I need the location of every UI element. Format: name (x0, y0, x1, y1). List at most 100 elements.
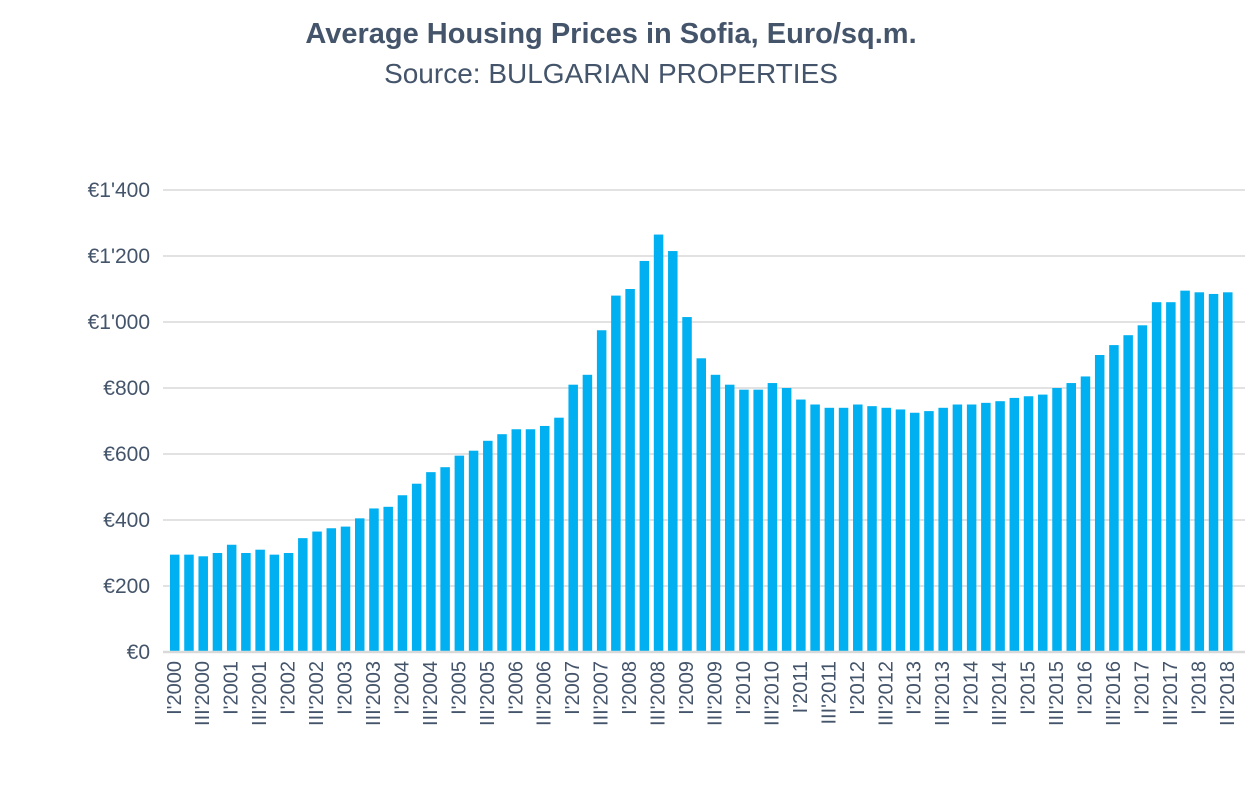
bar-II'2000 (184, 554, 194, 652)
x-axis-tick-label: III'2013 (932, 661, 954, 726)
bar-IV'2003 (383, 506, 393, 652)
bar-II'2001 (241, 553, 251, 652)
x-axis-tick-label: III'2001 (249, 661, 271, 726)
bar-IV'2007 (611, 295, 621, 652)
x-axis-tick-label: I'2006 (505, 661, 527, 715)
chart-title: Average Housing Prices in Sofia, Euro/sq… (305, 18, 917, 50)
x-axis-tick-label: III'2018 (1217, 661, 1239, 726)
bar-IV'2004 (440, 467, 450, 652)
bar-III'2009 (710, 374, 721, 652)
bar-III'2006 (539, 425, 550, 652)
y-axis-tick-label: €200 (103, 575, 150, 598)
bar-II'2003 (354, 518, 365, 652)
bar-IV'2008 (668, 251, 678, 653)
chart-subtitle: Source: BULGARIAN PROPERTIES (384, 58, 838, 89)
x-axis-tick-label: III'2002 (306, 661, 328, 726)
bar-IV'2014 (1009, 397, 1020, 652)
bar-III'2011 (824, 407, 835, 652)
bar-I'2003 (340, 526, 351, 652)
x-axis-tick-label: I'2010 (733, 661, 755, 715)
x-axis-tick-label: I'2009 (676, 661, 698, 715)
x-axis-tick-label: I'2013 (904, 661, 926, 715)
bar-III'2001 (255, 549, 265, 652)
x-axis-tick-label: III'2010 (761, 661, 783, 726)
bar-I'2004 (397, 495, 408, 652)
x-axis-tick-label: III'2015 (1046, 661, 1068, 726)
bar-II'2014 (981, 402, 991, 652)
bar-IV'2013 (952, 404, 963, 652)
bar-IV'2016 (1123, 335, 1133, 652)
x-axis-tick-label: I'2014 (961, 661, 983, 715)
x-axis-tick-label: III'2005 (477, 661, 499, 726)
bar-I'2000 (170, 554, 180, 652)
bar-II'2005 (468, 450, 479, 652)
bar-II'2012 (867, 406, 877, 652)
y-axis-tick-label: €1'200 (88, 245, 150, 268)
x-axis-tick-label: III'2004 (420, 661, 442, 726)
bar-I'2009 (682, 317, 692, 652)
bar-III'2017 (1166, 302, 1176, 652)
x-axis-tick-label: I'2012 (847, 661, 869, 715)
x-axis-tick-label: I'2016 (1074, 661, 1096, 715)
bar-IV'2009 (724, 384, 735, 652)
bar-I'2013 (909, 412, 920, 652)
bar-II'2008 (639, 260, 650, 652)
bar-III'2014 (995, 401, 1005, 652)
bar-III'2016 (1109, 345, 1119, 652)
x-axis-tick-label: I'2017 (1131, 661, 1153, 715)
x-axis-tick-label: III'2008 (648, 661, 670, 726)
bar-I'2005 (454, 455, 465, 652)
bar-III'2013 (938, 407, 948, 652)
bar-II'2002 (298, 538, 308, 652)
x-axis-tick-label: III'2003 (363, 661, 385, 726)
bar-I'2017 (1137, 325, 1148, 652)
x-axis-tick-label: I'2003 (335, 661, 357, 715)
bar-IV'2001 (269, 554, 280, 652)
bar-IV'2006 (554, 417, 564, 652)
bar-IV'2002 (326, 528, 337, 652)
x-axis-tick-label: I'2015 (1018, 661, 1040, 715)
bar-II'2017 (1151, 302, 1162, 652)
bar-II'2013 (924, 411, 934, 652)
bar-I'2006 (511, 429, 522, 652)
y-axis-tick-label: €400 (103, 509, 150, 532)
x-axis-tick-label: III'2017 (1160, 661, 1182, 726)
bar-IV'2000 (212, 553, 223, 652)
bar-III'2007 (596, 330, 607, 652)
bar-IV'2010 (781, 388, 792, 652)
bar-I'2011 (796, 399, 806, 652)
bar-I'2008 (625, 289, 635, 652)
bar-I'2016 (1080, 376, 1091, 652)
x-axis-tick-label: III'2007 (591, 661, 613, 726)
x-axis-tick-label: I'2005 (448, 661, 470, 715)
bar-II'2018 (1208, 293, 1219, 652)
x-axis-tick-label: III'2006 (534, 661, 556, 726)
x-axis-tick-label: I'2001 (221, 661, 243, 715)
x-axis-tick-label: III'2012 (875, 661, 897, 726)
bar-III'2003 (369, 508, 379, 652)
bar-III'2018 (1223, 292, 1233, 652)
chart-header: Average Housing Prices in Sofia, Euro/sq… (0, 14, 1222, 94)
bar-IV'2012 (895, 409, 906, 652)
y-axis-tick-label: €1'000 (88, 311, 150, 334)
bar-I'2014 (966, 404, 977, 652)
y-axis-tick-label: €1'400 (88, 179, 150, 202)
x-axis-tick-label: III'2011 (818, 661, 840, 725)
bar-II'2015 (1038, 394, 1048, 652)
bar-III'2008 (653, 234, 664, 653)
bar-III'2000 (198, 556, 208, 652)
bar-III'2005 (483, 440, 493, 652)
bar-I'2007 (568, 384, 578, 652)
x-axis-tick-label: I'2000 (164, 661, 186, 715)
x-axis-tick-label: I'2008 (619, 661, 641, 715)
x-axis-tick-label: III'2000 (192, 661, 214, 726)
bar-III'2010 (767, 383, 778, 652)
bar-I'2002 (283, 553, 294, 652)
bar-III'2002 (312, 531, 322, 652)
bar-II'2007 (582, 374, 593, 652)
x-axis-tick-label: III'2014 (989, 661, 1011, 726)
bar-IV'2015 (1066, 383, 1076, 652)
y-axis-tick-label: €800 (103, 377, 150, 400)
